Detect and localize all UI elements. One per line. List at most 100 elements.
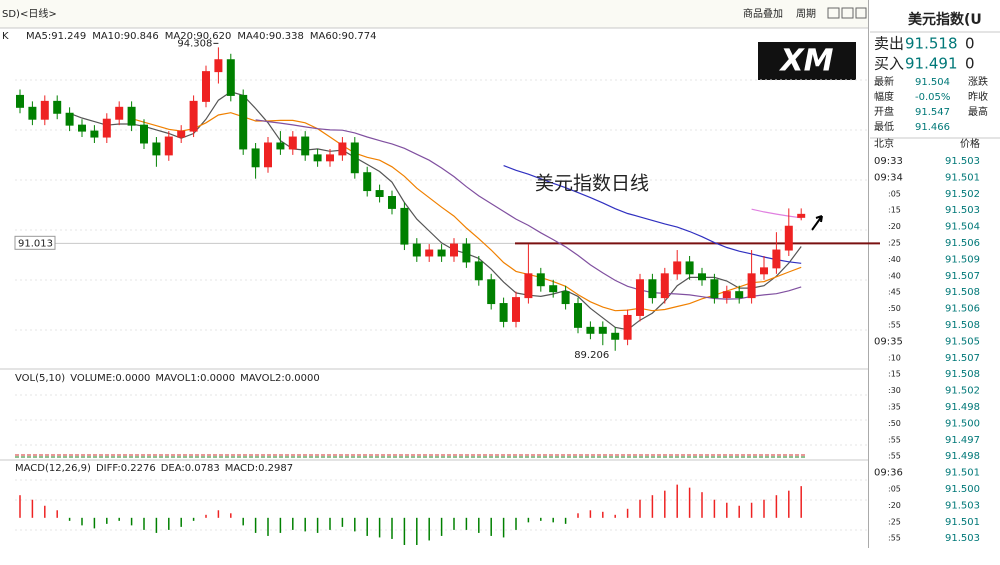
candle-body (102, 118, 111, 138)
trade-price: 91.502 (945, 386, 980, 397)
ma-label: MA60:90.774 (310, 31, 377, 42)
period-button[interactable]: 周期 (796, 8, 816, 20)
quote-value: -0.05% (915, 92, 950, 103)
trade-price: 91.503 (945, 533, 980, 544)
candle-body (226, 59, 235, 96)
candle-body (611, 332, 620, 340)
volume-label: MAVOL2:0.0000 (240, 373, 320, 384)
quote-label: 买入 (874, 55, 904, 73)
trade-price: 91.508 (945, 369, 980, 380)
trade-time: :50 (888, 304, 901, 313)
quote-extra: 最高 (968, 105, 988, 118)
candle-body (251, 148, 260, 168)
ma-label: MA10:90.846 (92, 31, 159, 42)
quote-label: 最低 (874, 120, 894, 133)
candle-body (648, 279, 657, 299)
candle-body (140, 124, 148, 144)
candle-body (78, 124, 86, 132)
candle-body (735, 291, 744, 299)
trade-time: :40 (888, 271, 901, 280)
high-label: 94.308 (177, 38, 212, 49)
toolbar-icon[interactable] (827, 7, 840, 19)
trade-time: :25 (888, 517, 901, 526)
candle-body (660, 273, 669, 299)
ma-line (255, 119, 802, 300)
candle-body (747, 273, 756, 299)
trades-header: 北京 (874, 137, 894, 150)
ma-line (751, 208, 802, 219)
trade-price: 91.497 (945, 435, 980, 446)
candle-body (177, 130, 186, 138)
quote-title: 美元指数(U (908, 11, 982, 28)
trade-price: 91.498 (945, 451, 980, 462)
level-tag-box (14, 235, 56, 250)
trade-price: 91.508 (945, 320, 980, 331)
candle-body (636, 279, 644, 316)
candle-body (561, 291, 570, 305)
trade-price: 91.501 (945, 517, 980, 528)
candle-body (598, 326, 607, 334)
candle-body (40, 100, 49, 120)
candle-body (437, 249, 446, 257)
quote-value: 91.518 (905, 35, 958, 53)
candle-body (127, 106, 136, 126)
trades-header: 价格 (960, 137, 980, 150)
toolbar-icon[interactable] (841, 7, 854, 19)
candle-body (90, 130, 99, 138)
trade-price: 91.507 (945, 353, 980, 364)
candle-body (164, 136, 173, 156)
trade-time: :55 (888, 321, 901, 330)
trade-time: :55 (888, 435, 901, 444)
toolbar (0, 0, 868, 28)
quote-label: 开盘 (874, 105, 894, 118)
macd-label: MACD(12,26,9) (15, 463, 91, 474)
trade-price: 91.509 (945, 254, 980, 265)
level-tag: 91.013 (18, 238, 53, 249)
candle-body (152, 142, 161, 156)
chart-annotation: 美元指数日线 (535, 173, 649, 195)
trade-price: 91.508 (945, 287, 980, 298)
candle-body (189, 100, 198, 132)
candle-body (202, 71, 210, 102)
trade-time: :35 (888, 403, 901, 412)
trade-time: :25 (888, 239, 901, 248)
candle-body (685, 261, 694, 275)
trade-price: 91.501 (945, 468, 980, 479)
trade-time: :20 (888, 222, 901, 231)
candle-body (698, 273, 706, 281)
logo: XM (779, 44, 834, 79)
trade-price: 91.506 (945, 304, 980, 315)
trade-price: 91.503 (945, 205, 980, 216)
trade-price: 91.506 (945, 238, 980, 249)
candle-body (350, 142, 359, 174)
candle-body (722, 291, 731, 299)
candle-body (65, 112, 74, 126)
candle-body (301, 136, 310, 156)
trade-time: :55 (888, 534, 901, 543)
trade-time: 09:35 (874, 336, 903, 347)
candle-body (425, 249, 434, 257)
trade-price: 91.501 (945, 172, 980, 183)
trade-time: :30 (888, 386, 901, 395)
candle-body (784, 225, 793, 251)
candle-body (28, 106, 37, 120)
toolbar-icon[interactable] (855, 7, 867, 19)
candle-body (214, 59, 223, 73)
candle-body (115, 106, 124, 120)
candle-body (375, 190, 384, 198)
candle-body (623, 314, 632, 340)
candle-body (462, 243, 471, 263)
candle-body (474, 261, 483, 281)
quote-value: 91.491 (905, 55, 958, 73)
candle-body (338, 142, 347, 156)
macd-label: MACD:0.2987 (225, 463, 293, 474)
trade-price: 91.505 (945, 336, 980, 347)
candle-body (710, 279, 719, 299)
overlay-button[interactable]: 商品叠加 (743, 7, 783, 20)
ma-label: MA5:91.249 (26, 31, 86, 42)
trade-time: :05 (888, 189, 901, 198)
ma-label: MA20:90.620 (165, 31, 232, 42)
volume-label: MAVOL1:0.0000 (155, 373, 235, 384)
trade-time: :05 (888, 485, 901, 494)
